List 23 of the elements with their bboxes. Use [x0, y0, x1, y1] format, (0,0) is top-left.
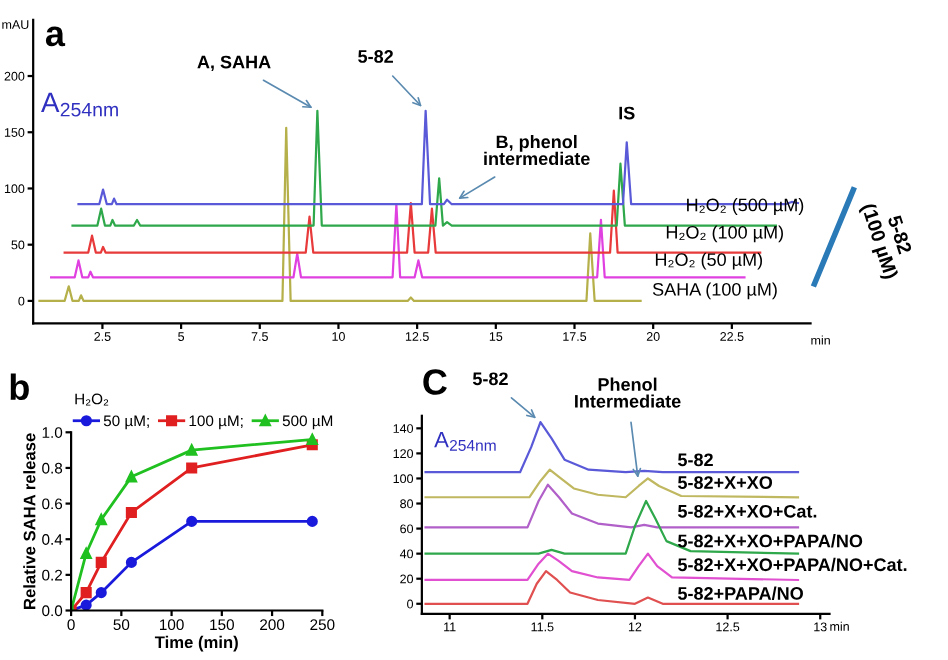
chart-title: b [10, 373, 29, 401]
annotation: 5-82 [678, 453, 713, 467]
annotation: SAHA (100 µM) [652, 282, 777, 300]
annotation: A, SAHA [197, 55, 271, 72]
x-axis-title: Time (min) [154, 635, 238, 652]
annotation: IS [619, 106, 635, 120]
annotation: A$_{254nm}$ [434, 431, 496, 451]
annotation: 5-82 [358, 50, 393, 63]
annotation: A$_{254nm}$ [41, 92, 118, 117]
annotation: 5-82 [472, 372, 508, 386]
annotation: Phenol Intermediate [575, 377, 681, 408]
chart-title: a [45, 26, 66, 47]
annotation: 5-82+PAPA/NO [678, 586, 803, 601]
annotation: B, phenol intermediate [484, 134, 590, 166]
annotation: H₂O₂ (50 µM) [655, 252, 763, 270]
chart-title: C [423, 369, 447, 395]
annotation: 5-82+X+XO [678, 476, 773, 489]
y-axis-title: Relative SAHA release [23, 433, 36, 609]
annotation: 5-82+X+XO+PAPA/NO+Cat. [678, 557, 907, 572]
text: 5-82 (100 µM) [857, 202, 913, 281]
annotation: H₂O₂ (100 µM) [666, 225, 783, 243]
annotation: 5-82+X+XO+Cat. [678, 504, 817, 518]
annotation: 5-82+X+XO+PAPA/NO [678, 534, 863, 548]
